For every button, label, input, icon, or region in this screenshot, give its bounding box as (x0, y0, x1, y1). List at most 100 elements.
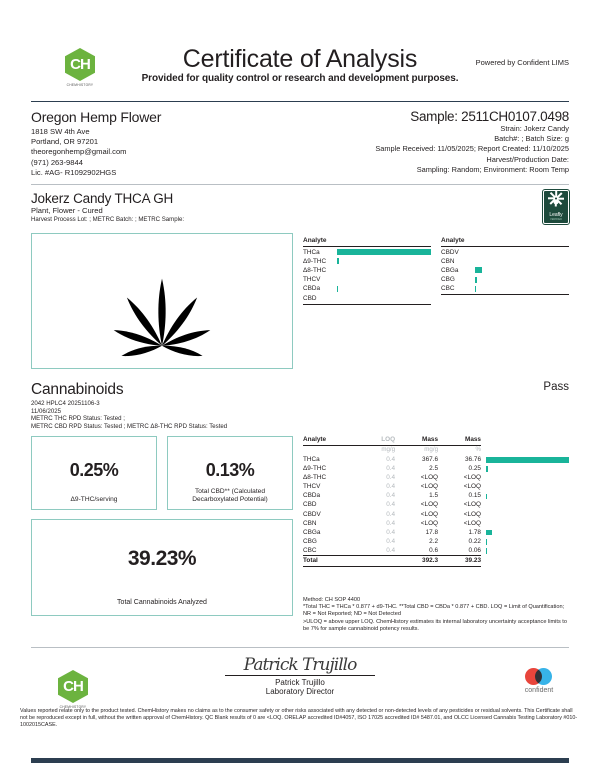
cell-analyte: THCV (303, 483, 321, 491)
analyte-bar (337, 258, 340, 265)
analyte-label: THCV (303, 276, 321, 284)
disclaimer-text: Values reported relate only to the produ… (20, 708, 578, 729)
table-row: Δ8-THC 0.4 <LOQ <LOQ (303, 474, 569, 483)
cell-analyte: CBN (303, 519, 317, 527)
status-badge: Pass (543, 381, 569, 394)
analyte-label: CBN (441, 257, 455, 265)
analyte-row: CBDV (441, 248, 569, 257)
analyte-label: CBD (303, 294, 317, 302)
header-divider (31, 101, 569, 102)
cell-analyte: CBDV (303, 510, 321, 518)
chemhistory-logo: CH CHEMHISTORY (60, 48, 100, 87)
analyte-row: CBG (441, 275, 569, 284)
analyte-row: CBD (303, 293, 431, 302)
signature-section: CH CHEMHISTORY Patrick Trujillo Patrick … (31, 656, 569, 709)
signer-role: Laboratory Director (265, 687, 335, 697)
analyte-bar-track (475, 276, 569, 283)
cell-loq (360, 555, 396, 567)
unit-cell: mg/g (424, 446, 439, 454)
analyte-column-rule (441, 294, 569, 296)
cell-bar (481, 474, 569, 483)
method-note-3: >ULOQ = above upper LOQ. ChemHistory est… (303, 618, 567, 632)
meta-line-3: METRC THC RPD Status: Tested ; (31, 415, 125, 423)
cell-bar (481, 492, 569, 501)
cell-mass-pct: 0.06 (468, 546, 481, 554)
analyte-row: CBGa (441, 266, 569, 275)
cell-mass-pct: <LOQ (463, 510, 481, 518)
cell-mass-mg: 367.6 (422, 455, 439, 463)
cell-mass-mg: <LOQ (420, 501, 439, 509)
sample-info: Sample: 2511CH0107.0498 Strain: Jokerz C… (300, 109, 569, 178)
sample-strain: Strain: Jokerz Candy (500, 124, 569, 133)
client-name: Oregon Hemp Flower (31, 109, 162, 125)
table-row: THCa 0.4 367.6 36.76 (303, 455, 569, 464)
leafly-badge-sub: VERIFIED (550, 217, 562, 221)
sample-harvest-date: Harvest/Production Date: (486, 154, 569, 164)
footer-logo-initials: CH (63, 678, 84, 696)
stat-card-total-cannabinoids: 39.23% Total Cannabinoids Analyzed (31, 519, 293, 617)
logo-caption: CHEMHISTORY (66, 83, 94, 87)
info-divider (31, 184, 569, 186)
stat-caption: Total CBD** (Calculated Decarboxylated P… (192, 487, 268, 503)
value-bar (486, 530, 493, 536)
strain-type: Plant, Flower - Cured (31, 206, 103, 216)
analyte-bar-track (337, 267, 431, 273)
summary-stats: 0.25% Δ9-THC/serving 0.13% Total CBD** (… (31, 436, 293, 633)
confident-logo: confident (513, 668, 565, 694)
analyte-row: Δ8-THC (303, 266, 431, 275)
cell-analyte: Δ8-THC (303, 474, 327, 482)
cell-analyte: CBDa (303, 492, 321, 500)
cell-mass-pct: <LOQ (463, 483, 481, 491)
cell-mass-mg: <LOQ (420, 483, 439, 491)
table-total-row: Total 392.3 39.23 (303, 555, 569, 567)
analyte-label: CBGa (441, 266, 459, 274)
info-section: Oregon Hemp Flower 1818 SW 4th Ave Portl… (31, 109, 569, 178)
cell-analyte: Total (303, 555, 361, 567)
unit-cell (481, 445, 569, 455)
cell-mass-pct: 0.25 (468, 465, 481, 473)
col-loq: LOQ (360, 436, 396, 446)
cell-bar (481, 483, 569, 492)
meta-line-1: 2042 HPLC4 20251106-3 (31, 400, 100, 408)
stat-card-d9-thc: 0.25% Δ9-THC/serving (31, 436, 157, 511)
section-title: Cannabinoids (31, 381, 124, 399)
cell-bar (481, 465, 569, 474)
analyte-bar (337, 285, 339, 292)
table-row: CBDa 0.4 1.5 0.15 (303, 492, 569, 501)
table-row: CBN 0.4 <LOQ <LOQ (303, 519, 569, 528)
table-row: CBC 0.4 0.6 0.06 (303, 546, 569, 556)
analyte-bar (475, 285, 477, 292)
table-row: CBG 0.4 2.2 0.22 (303, 537, 569, 546)
method-note-2: *Total THC = THCa * 0.877 + d9-THC. **To… (303, 604, 565, 618)
unit-cell: mg/g (381, 446, 396, 454)
footer-divider (31, 647, 569, 649)
footer-logo-caption: CHEMHISTORY (59, 705, 87, 710)
analyte-bar-track (475, 285, 569, 292)
stat-caption: Total Cannabinoids Analyzed (117, 599, 207, 607)
table-header-row: Analyte LOQ Mass Mass (303, 436, 569, 446)
meta-line-4: METRC CBD RPD Status: Tested ; METRC Δ8-… (31, 422, 228, 430)
table-row: CBGa 0.4 17.8 1.78 (303, 528, 569, 537)
strain-section: Jokerz Candy THCA GH Plant, Flower - Cur… (31, 189, 570, 226)
analyte-bar (475, 267, 483, 274)
leafly-burst-icon (548, 190, 565, 211)
col-analyte: Analyte (303, 436, 361, 446)
cell-loq: 0.4 (386, 474, 396, 482)
analyte-bar-track (337, 249, 431, 256)
leafly-badge: Leafly VERIFIED (542, 189, 570, 226)
value-bar (486, 457, 569, 463)
cell-mass-pct: 1.78 (468, 528, 481, 536)
analyte-bar-track (337, 277, 431, 283)
value-bar (486, 493, 488, 500)
sample-sampling: Sampling: Random; Environment: Room Temp (416, 164, 569, 174)
cell-mass-pct: 39.23 (438, 555, 481, 567)
cell-mass-mg: 2.5 (429, 465, 439, 473)
client-phone: (971) 263-9844 (31, 157, 83, 167)
footer-chemhistory-logo: CH CHEMHISTORY (58, 670, 88, 709)
cell-mass-mg: 17.8 (425, 528, 439, 536)
confident-label: confident (524, 687, 554, 695)
cell-bar (481, 501, 569, 510)
cell-mass-mg: <LOQ (420, 510, 439, 518)
overview-section: Analyte THCa Δ9-THC Δ8-THC THCV CBDa CBD Anal… (31, 233, 569, 370)
cell-mass-pct: <LOQ (463, 501, 481, 509)
